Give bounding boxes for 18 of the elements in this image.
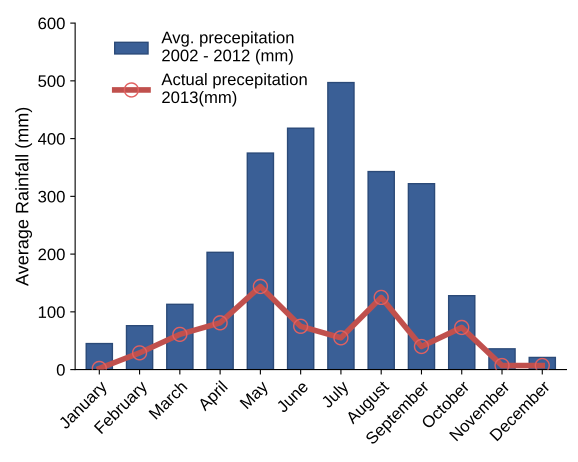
y-tick-label: 400 (38, 133, 65, 145)
y-tick-label: 100 (38, 306, 65, 318)
y-tick-label: 600 (38, 18, 65, 30)
y-tick-label: 0 (56, 364, 65, 376)
y-tick-label: 200 (38, 248, 65, 260)
bar (286, 128, 314, 370)
bar (408, 182, 436, 370)
y-tick-label: 300 (38, 190, 65, 203)
bar (327, 82, 355, 370)
y-tick-label: 500 (38, 75, 65, 88)
legend-label: Avg. precepitation 2002 - 2012 (mm) (161, 31, 294, 65)
bar (206, 252, 234, 370)
y-axis-title: Average Rainfall (mm) (15, 108, 32, 286)
bar (246, 152, 274, 370)
x-tick-label: July (320, 379, 352, 412)
legend-label: Actual precepitation 2013(mm) (161, 72, 307, 106)
x-tick-label: May (240, 380, 272, 412)
bar (367, 170, 395, 370)
